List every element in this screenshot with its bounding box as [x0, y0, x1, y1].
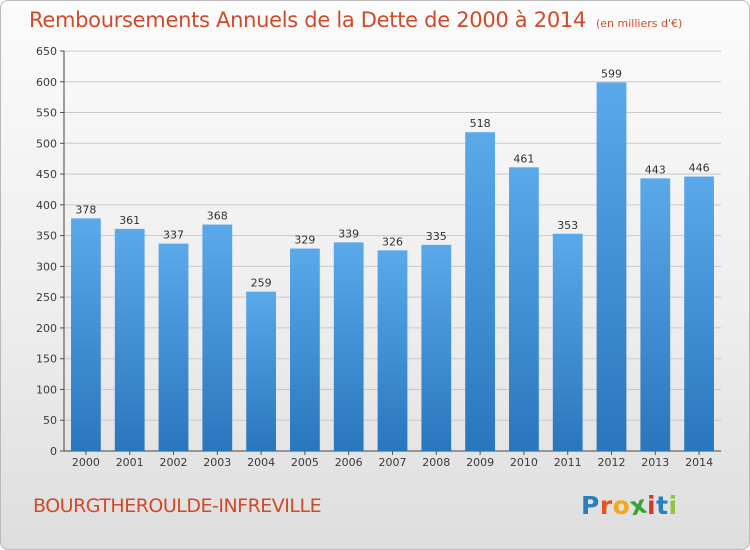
bar-2014 [684, 176, 714, 452]
bar-2009 [465, 132, 495, 451]
value-label: 326 [382, 235, 403, 248]
value-label: 335 [426, 230, 447, 243]
bars: 378 361 337 368 259 329 339 326 335 518 461 353 599 4… [71, 67, 714, 452]
bar-2000 [71, 218, 101, 451]
bar-2006 [333, 242, 364, 451]
value-label: 368 [207, 210, 228, 223]
x-tick-label: 2003 [203, 456, 231, 469]
logo-letter: i [647, 491, 657, 520]
y-tick-label: 550 [36, 107, 57, 120]
bar-2001 [114, 228, 145, 451]
y-tick-label: 600 [36, 76, 57, 89]
x-tick-label: 2008 [422, 456, 450, 469]
x-tick-label: 2010 [510, 456, 538, 469]
bar-2010 [509, 167, 539, 452]
y-tick-label: 0 [50, 445, 57, 458]
value-label: 259 [251, 277, 272, 290]
value-label: 378 [75, 203, 96, 216]
x-tick-label: 2007 [379, 456, 407, 469]
x-tick-label: 2000 [72, 456, 100, 469]
bar-2002 [158, 243, 189, 451]
x-tick-label: 2014 [685, 456, 713, 469]
y-tick-label: 150 [36, 353, 57, 366]
logo-letter: i [668, 491, 678, 520]
logo-letter: r [599, 491, 613, 520]
value-label: 337 [163, 229, 184, 242]
bar-2007 [377, 250, 408, 451]
bar-2008 [421, 244, 452, 451]
bar-2012 [596, 82, 627, 451]
y-tick-label: 350 [36, 230, 57, 243]
proxiti-logo: Proxiti [581, 490, 678, 522]
town-name: BOURGTHEROULDE-INFREVILLE [33, 495, 322, 517]
bar-2005 [290, 248, 320, 451]
unit-label: (en milliers d'€) [596, 17, 683, 30]
y-tick-label: 300 [36, 260, 57, 273]
value-label: 443 [645, 163, 666, 176]
bar-2011 [552, 233, 583, 451]
y-tick-label: 400 [36, 199, 57, 212]
value-label: 353 [557, 219, 578, 232]
bar-2003 [202, 224, 233, 451]
x-tick-label: 2005 [291, 456, 319, 469]
bar-2004 [246, 291, 276, 451]
value-label: 461 [513, 152, 534, 165]
value-label: 599 [601, 67, 622, 80]
chart-title: Remboursements Annuels de la Dette de 20… [29, 8, 683, 32]
y-tick-label: 200 [36, 322, 57, 335]
y-tick-label: 500 [36, 137, 57, 150]
x-tick-label: 2011 [554, 456, 582, 469]
value-label: 446 [689, 162, 710, 175]
logo-letter: P [581, 491, 600, 520]
value-label: 518 [470, 117, 491, 130]
x-tick-label: 2013 [641, 456, 669, 469]
y-tick-label: 100 [36, 383, 57, 396]
x-tick-label: 2002 [160, 456, 188, 469]
value-label: 339 [338, 227, 359, 240]
x-tick-label: 2009 [466, 456, 494, 469]
bar-2013 [640, 178, 671, 451]
y-tick-label: 50 [43, 414, 57, 427]
y-tick-label: 250 [36, 291, 57, 304]
x-tick-label: 2001 [116, 456, 144, 469]
logo-letter: o [612, 491, 631, 520]
value-label: 329 [294, 234, 315, 247]
x-tick-label: 2012 [598, 456, 626, 469]
y-tick-label: 450 [36, 168, 57, 181]
x-tick-label: 2006 [335, 456, 363, 469]
x-tick-label: 2004 [247, 456, 275, 469]
y-tick-label: 650 [36, 45, 57, 58]
logo-letter: t [656, 491, 669, 520]
value-label: 361 [119, 214, 140, 227]
